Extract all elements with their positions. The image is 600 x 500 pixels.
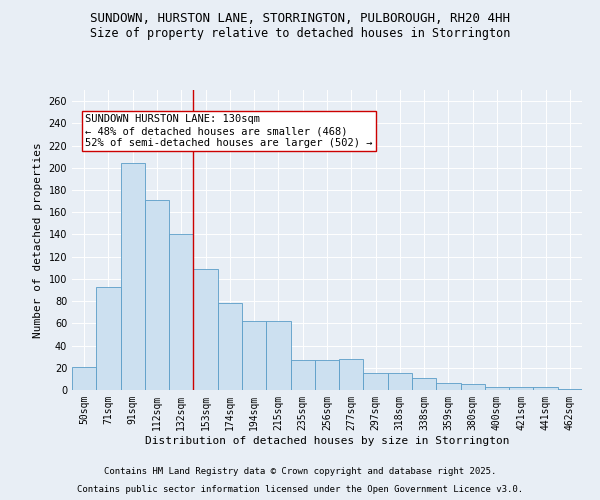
Bar <box>461 384 485 390</box>
Bar <box>485 386 509 390</box>
Bar <box>121 164 145 390</box>
Y-axis label: Number of detached properties: Number of detached properties <box>33 142 43 338</box>
Bar <box>242 321 266 390</box>
Bar <box>388 374 412 390</box>
Bar <box>72 366 96 390</box>
Bar <box>412 378 436 390</box>
Text: Size of property relative to detached houses in Storrington: Size of property relative to detached ho… <box>90 28 510 40</box>
Bar <box>193 269 218 390</box>
Bar <box>96 286 121 390</box>
Bar <box>558 389 582 390</box>
Bar <box>145 200 169 390</box>
Bar <box>509 386 533 390</box>
Bar <box>533 386 558 390</box>
Bar <box>218 304 242 390</box>
Text: Contains public sector information licensed under the Open Government Licence v3: Contains public sector information licen… <box>77 485 523 494</box>
Bar <box>339 359 364 390</box>
Bar <box>169 234 193 390</box>
Bar <box>436 384 461 390</box>
Text: SUNDOWN, HURSTON LANE, STORRINGTON, PULBOROUGH, RH20 4HH: SUNDOWN, HURSTON LANE, STORRINGTON, PULB… <box>90 12 510 26</box>
Text: Contains HM Land Registry data © Crown copyright and database right 2025.: Contains HM Land Registry data © Crown c… <box>104 467 496 476</box>
Bar <box>290 360 315 390</box>
Text: SUNDOWN HURSTON LANE: 130sqm
← 48% of detached houses are smaller (468)
52% of s: SUNDOWN HURSTON LANE: 130sqm ← 48% of de… <box>85 114 373 148</box>
Bar <box>364 374 388 390</box>
Bar <box>266 321 290 390</box>
X-axis label: Distribution of detached houses by size in Storrington: Distribution of detached houses by size … <box>145 436 509 446</box>
Bar <box>315 360 339 390</box>
